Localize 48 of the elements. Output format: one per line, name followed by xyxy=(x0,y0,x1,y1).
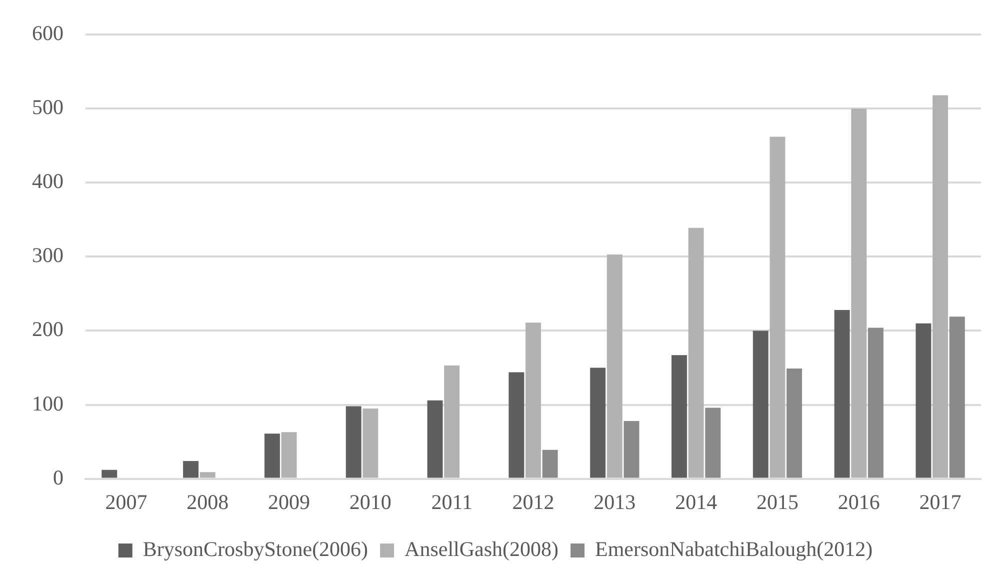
x-tick-label: 2017 xyxy=(919,490,962,514)
bar xyxy=(705,408,721,478)
bar xyxy=(851,108,867,478)
bar xyxy=(183,461,199,478)
x-tick-label: 2016 xyxy=(838,490,880,514)
x-tick-label: 2008 xyxy=(186,490,229,514)
bar xyxy=(508,372,524,478)
bar xyxy=(102,470,118,478)
bar xyxy=(362,408,378,478)
legend-label: AnsellGash(2008) xyxy=(404,537,559,562)
x-tick-label: 2010 xyxy=(349,490,392,514)
bar xyxy=(526,322,541,478)
x-tick-label: 2009 xyxy=(268,490,310,514)
y-tick-label: 200 xyxy=(32,317,64,342)
bar xyxy=(444,366,460,478)
bar xyxy=(542,450,558,478)
y-tick-label: 300 xyxy=(32,243,64,268)
bar xyxy=(752,330,768,478)
bar xyxy=(590,368,606,478)
y-tick-label: 0 xyxy=(53,465,64,490)
legend-label: BrysonCrosbyStone(2006) xyxy=(142,537,368,562)
x-tick-label: 2007 xyxy=(105,490,148,514)
bar xyxy=(624,421,640,478)
y-tick-label: 500 xyxy=(32,95,64,120)
y-tick-label: 600 xyxy=(32,21,64,46)
bar xyxy=(688,228,704,478)
bar xyxy=(672,355,687,478)
bar xyxy=(949,316,965,478)
legend-label: EmersonNabatchiBalough(2012) xyxy=(595,537,873,562)
bar xyxy=(868,328,884,478)
bar xyxy=(427,400,443,478)
y-tick-label: 100 xyxy=(32,391,64,416)
x-tick-label: 2014 xyxy=(675,490,718,514)
bar xyxy=(786,368,802,478)
bar xyxy=(346,406,362,478)
x-tick-label: 2015 xyxy=(756,490,798,514)
bar xyxy=(606,254,622,478)
y-tick-label: 400 xyxy=(32,169,64,194)
bar xyxy=(916,323,932,478)
bar xyxy=(932,95,948,478)
bar xyxy=(770,136,786,478)
bar xyxy=(200,472,216,478)
x-tick-label: 2011 xyxy=(431,490,472,514)
bar xyxy=(281,432,297,478)
bar xyxy=(834,310,850,478)
bar xyxy=(264,434,280,478)
x-tick-label: 2013 xyxy=(594,490,636,514)
x-tick-label: 2012 xyxy=(512,490,554,514)
